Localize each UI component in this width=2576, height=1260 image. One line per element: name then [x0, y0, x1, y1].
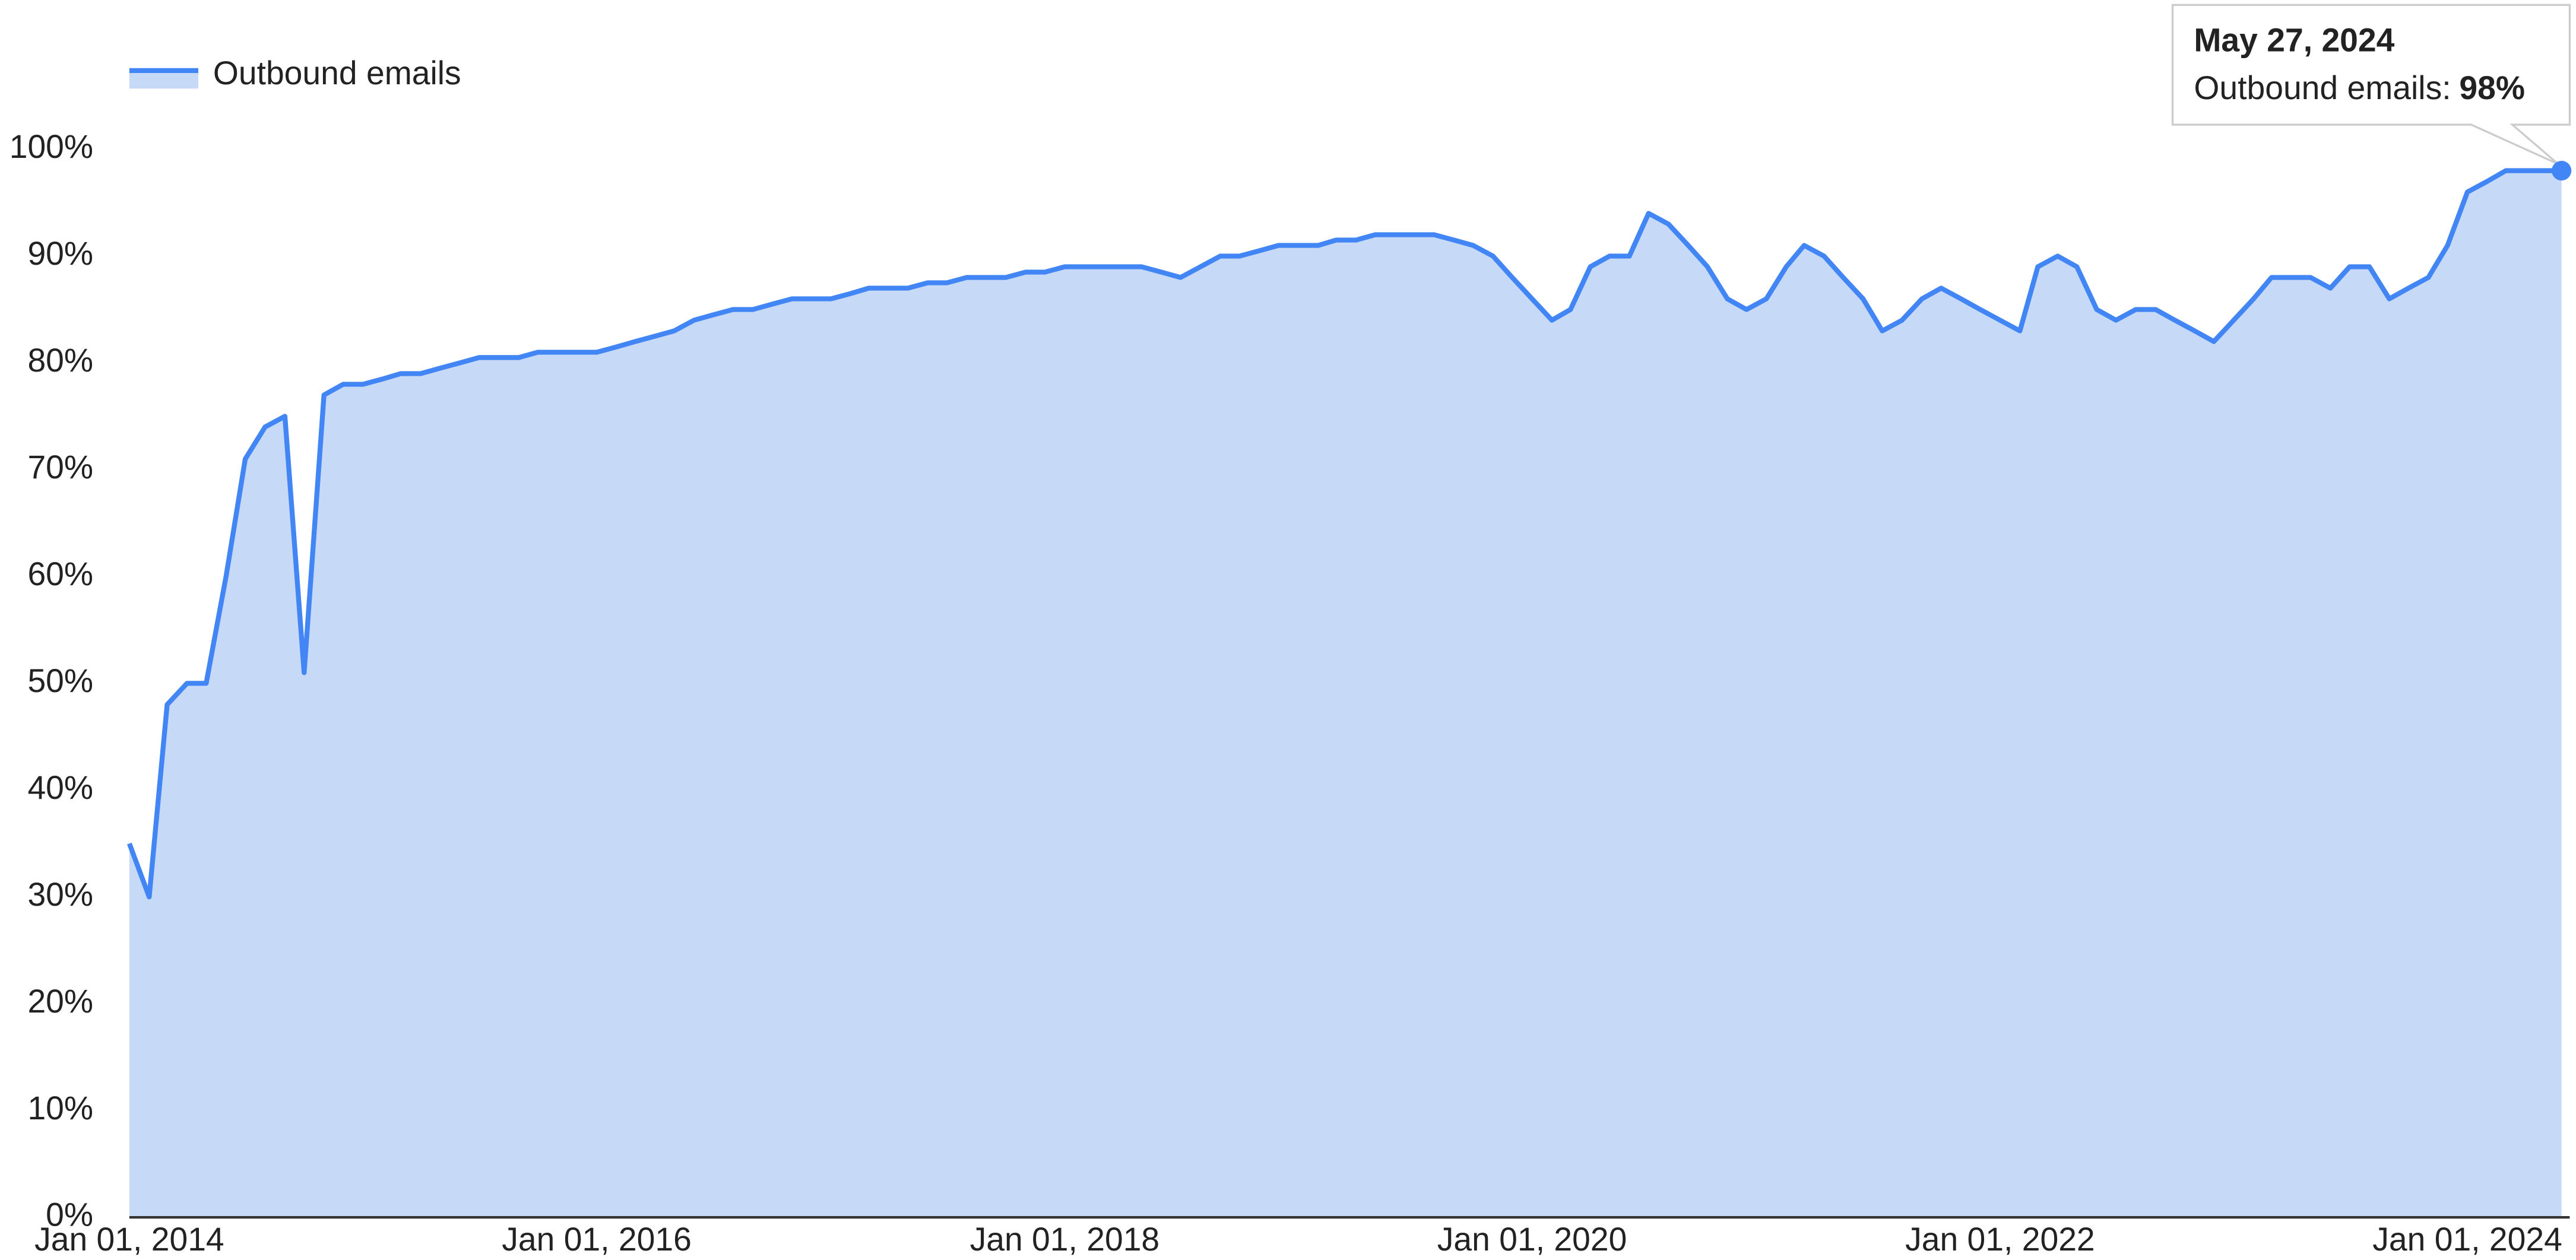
x-tick-label: Jan 01, 2022 — [1905, 1221, 2095, 1258]
x-tick-label: Jan 01, 2018 — [970, 1221, 1160, 1258]
y-tick-label: 50% — [27, 662, 93, 699]
y-tick-label: 10% — [27, 1090, 93, 1126]
y-tick-label: 40% — [27, 769, 93, 806]
y-tick-label: 80% — [27, 342, 93, 379]
tooltip-line: Outbound emails: 98% — [2194, 69, 2525, 106]
x-tick-label: Jan 01, 2016 — [502, 1221, 692, 1258]
y-tick-label: 70% — [27, 449, 93, 485]
x-tick-label: Jan 01, 2020 — [1437, 1221, 1627, 1258]
y-tick-label: 20% — [27, 983, 93, 1020]
x-tick-label: Jan 01, 2014 — [34, 1221, 224, 1258]
tooltip-value: 98% — [2459, 69, 2525, 106]
hover-point — [2552, 160, 2572, 181]
tooltip-label: Outbound emails: — [2194, 69, 2451, 106]
tooltip-box — [2171, 4, 2571, 165]
legend-label: Outbound emails — [213, 55, 461, 91]
y-tick-label: 100% — [9, 128, 93, 165]
y-tick-label: 90% — [27, 235, 93, 272]
line — [127, 168, 2562, 900]
y-tick-label: 30% — [27, 876, 93, 913]
y-tick-label: 60% — [27, 556, 93, 592]
tooltip-title: May 27, 2024 — [2194, 21, 2394, 58]
y-tick-label: 0% — [46, 1196, 93, 1233]
x-tick-label: Jan 01, 2024 — [2372, 1221, 2562, 1258]
area — [129, 170, 2562, 1218]
